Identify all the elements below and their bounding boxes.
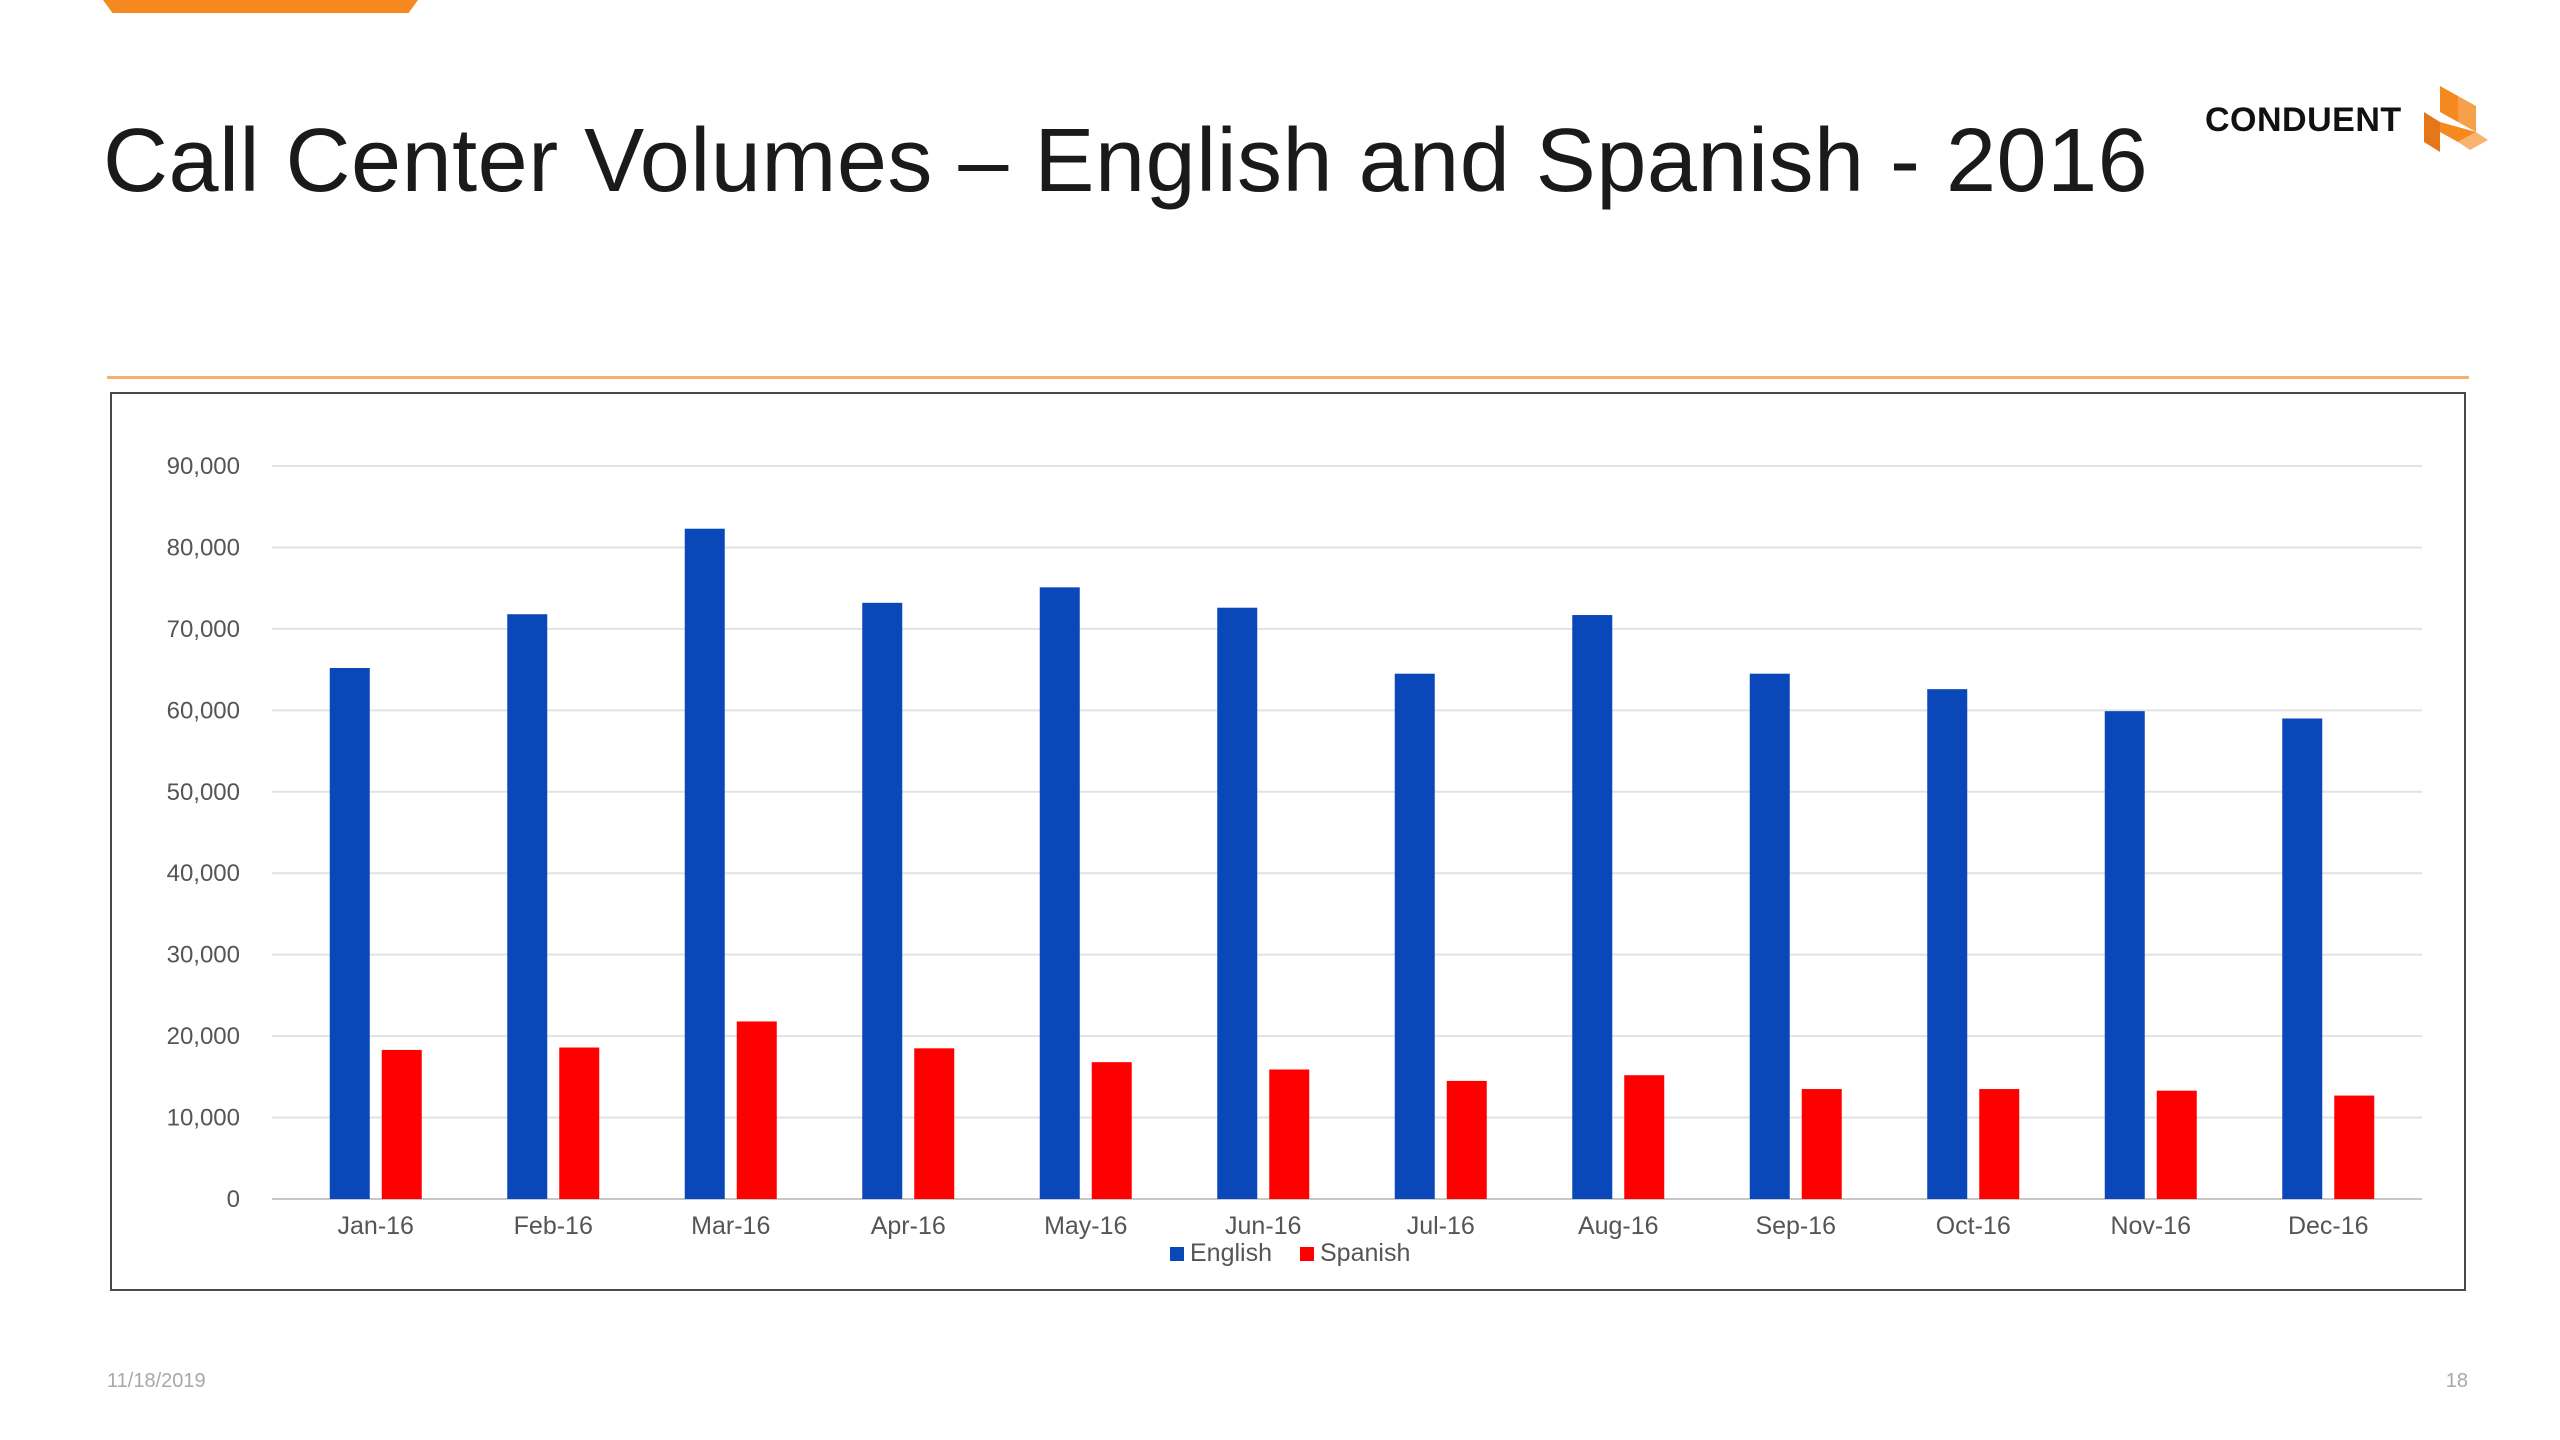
bar-chart: 0 10,000 20,000 30,000 40,000 50,000 60,000 70,…	[167, 453, 2422, 1267]
x-tick-label: Aug-16	[1578, 1212, 1659, 1240]
english-legend-swatch	[1170, 1247, 1184, 1261]
x-tick-label: Sep-16	[1755, 1212, 1836, 1240]
chart-frame: 0 10,000 20,000 30,000 40,000 50,000 60,000 70,…	[110, 392, 2466, 1291]
slide-title: Call Center Volumes – English and Spanis…	[103, 111, 2149, 211]
english-bar	[684, 528, 725, 1199]
title-divider	[107, 376, 2469, 379]
spanish-legend-label: Spanish	[1320, 1239, 1410, 1267]
english-bar	[2282, 718, 2323, 1199]
english-bar	[507, 614, 548, 1199]
y-tick-label: 30,000	[167, 942, 240, 969]
y-tick-label: 40,000	[167, 860, 240, 887]
spanish-bar	[1624, 1075, 1665, 1199]
english-bar	[1927, 689, 1968, 1199]
english-bar	[329, 667, 370, 1199]
spanish-bar	[1801, 1089, 1842, 1199]
spanish-legend-swatch	[1300, 1247, 1314, 1261]
spanish-bar	[1269, 1069, 1310, 1199]
english-bar	[1217, 607, 1258, 1199]
spanish-bar	[2334, 1095, 2375, 1199]
x-tick-label: Mar-16	[691, 1212, 770, 1240]
y-tick-label: 80,000	[167, 534, 240, 561]
page-number: 18	[2445, 1370, 2468, 1392]
x-tick-label: Jul-16	[1407, 1212, 1475, 1240]
y-tick-label: 50,000	[167, 779, 240, 806]
logo-text: CONDUENT	[2205, 100, 2402, 139]
conduent-logo-icon	[2423, 86, 2488, 152]
english-bar	[862, 602, 903, 1199]
y-tick-label: 60,000	[167, 697, 240, 724]
english-bar	[1749, 673, 1790, 1199]
y-tick-label: 10,000	[167, 1105, 240, 1132]
spanish-bar	[559, 1047, 600, 1199]
english-legend-label: English	[1190, 1239, 1272, 1267]
x-tick-label: May-16	[1044, 1212, 1127, 1240]
y-tick-label: 20,000	[167, 1023, 240, 1050]
spanish-bar	[736, 1021, 777, 1199]
x-tick-label: Jun-16	[1225, 1212, 1301, 1240]
x-tick-label: Jan-16	[338, 1212, 414, 1240]
spanish-bar	[2156, 1090, 2197, 1199]
spanish-bar	[1446, 1080, 1487, 1199]
x-tick-label: Feb-16	[514, 1212, 593, 1240]
y-tick-label: 0	[227, 1186, 240, 1213]
spanish-bar	[1979, 1089, 2020, 1199]
english-bar	[1039, 587, 1080, 1199]
conduent-logo: CONDUENT	[2205, 80, 2494, 160]
x-tick-label: Oct-16	[1936, 1212, 2011, 1240]
footer-date: 11/18/2019	[107, 1370, 206, 1392]
accent-tab	[103, 0, 418, 13]
x-tick-label: Nov-16	[2110, 1212, 2191, 1240]
english-bar	[1572, 615, 1613, 1199]
x-tick-label: Dec-16	[2288, 1212, 2369, 1240]
spanish-bar	[1091, 1062, 1132, 1199]
english-bar	[2104, 711, 2145, 1199]
x-tick-label: Apr-16	[871, 1212, 946, 1240]
y-tick-label: 70,000	[167, 616, 240, 643]
y-tick-label: 90,000	[167, 453, 240, 480]
spanish-bar	[381, 1049, 422, 1199]
spanish-bar	[914, 1048, 955, 1199]
english-bar	[1394, 673, 1435, 1199]
